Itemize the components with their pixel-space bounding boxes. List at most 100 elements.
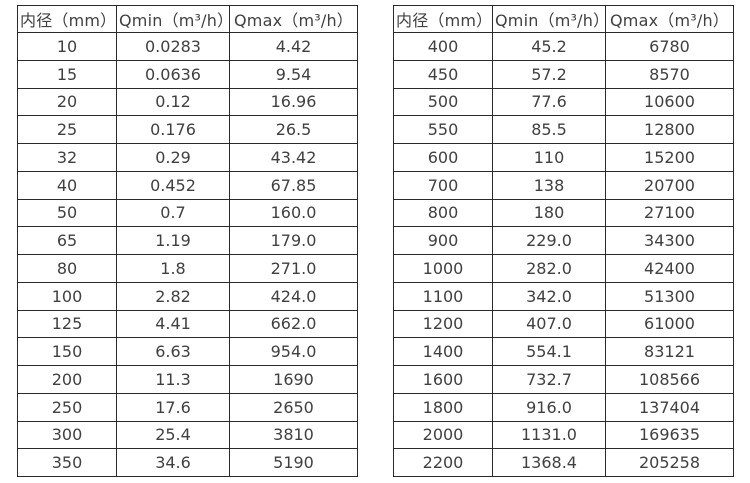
table-cell: 0.0283 <box>116 32 230 61</box>
table-cell: 407.0 <box>492 309 606 339</box>
table-cell: 10 <box>17 32 117 61</box>
table-cell: 137404 <box>605 392 734 422</box>
table-cell: 900 <box>393 226 493 255</box>
table-row: 250 17.6 2650 <box>17 392 358 422</box>
column-header: Qmax（m³/h） <box>605 5 734 33</box>
flow-spec-table-left: 内径（mm） Qmin（m³/h） Qmax（m³/h） 10 0.0283 4.42 1… <box>17 5 358 477</box>
table-row: 25 0.176 26.5 <box>17 115 358 144</box>
table-cell: 80 <box>17 254 117 283</box>
table-cell: 200 <box>17 365 117 394</box>
tables-container: 内径（mm） Qmin（m³/h） Qmax（m³/h） 10 0.0283 4.42 1… <box>17 5 734 477</box>
flow-spec-table-right: 内径（mm） Qmin（m³/h） Qmax（m³/h） 400 45.2 6780 45… <box>393 5 734 477</box>
table-cell: 51300 <box>605 281 734 311</box>
table-cell: 17.6 <box>116 392 230 422</box>
table-cell: 916.0 <box>492 392 606 422</box>
table-cell: 179.0 <box>229 226 358 255</box>
table-cell: 11.3 <box>116 365 230 394</box>
table-cell: 85.5 <box>492 115 606 144</box>
table-cell: 2650 <box>229 392 358 422</box>
table-cell: 5190 <box>229 448 358 477</box>
table-cell: 77.6 <box>492 87 606 117</box>
table-row: 2000 1131.0 169635 <box>393 420 734 450</box>
table-row: 2200 1368.4 205258 <box>393 448 734 477</box>
table-cell: 1368.4 <box>492 448 606 477</box>
table-row: 500 77.6 10600 <box>393 87 734 117</box>
table-cell: 180 <box>492 198 606 228</box>
table-row: 400 45.2 6780 <box>393 32 734 61</box>
table-cell: 10600 <box>605 87 734 117</box>
table-cell: 32 <box>17 143 117 172</box>
table-row: 1100 342.0 51300 <box>393 281 734 311</box>
table-cell: 110 <box>492 143 606 172</box>
table-cell: 0.452 <box>116 170 230 200</box>
table-cell: 57.2 <box>492 59 606 89</box>
table-cell: 0.0636 <box>116 59 230 89</box>
table-row: 450 57.2 8570 <box>393 59 734 89</box>
table-cell: 138 <box>492 170 606 200</box>
table-row: 80 1.8 271.0 <box>17 254 358 283</box>
table-cell: 16.96 <box>229 87 358 117</box>
table-cell: 26.5 <box>229 115 358 144</box>
table-cell: 34.6 <box>116 448 230 477</box>
table-cell: 0.176 <box>116 115 230 144</box>
table-cell: 954.0 <box>229 337 358 366</box>
table-row: 10 0.0283 4.42 <box>17 32 358 61</box>
table-cell: 100 <box>17 281 117 311</box>
table-row: 550 85.5 12800 <box>393 115 734 144</box>
table-cell: 6.63 <box>116 337 230 366</box>
table-body: 10 0.0283 4.42 15 0.0636 9.54 20 0.12 16.96 25 0.1… <box>17 32 358 477</box>
column-header: 内径（mm） <box>393 5 493 33</box>
table-cell: 34300 <box>605 226 734 255</box>
table-cell: 229.0 <box>492 226 606 255</box>
column-header: Qmin（m³/h） <box>492 5 606 33</box>
table-row: 100 2.82 424.0 <box>17 281 358 311</box>
table-cell: 125 <box>17 309 117 339</box>
column-header: Qmin（m³/h） <box>116 5 230 33</box>
table-cell: 554.1 <box>492 337 606 366</box>
table-cell: 42400 <box>605 254 734 283</box>
table-cell: 1131.0 <box>492 420 606 450</box>
table-cell: 83121 <box>605 337 734 366</box>
table-cell: 25 <box>17 115 117 144</box>
table-cell: 1800 <box>393 392 493 422</box>
table-cell: 0.7 <box>116 198 230 228</box>
table-cell: 271.0 <box>229 254 358 283</box>
table-cell: 350 <box>17 448 117 477</box>
column-header: Qmax（m³/h） <box>229 5 358 33</box>
table-cell: 20700 <box>605 170 734 200</box>
table-header-row: 内径（mm） Qmin（m³/h） Qmax（m³/h） <box>17 5 358 33</box>
table-header-row: 内径（mm） Qmin（m³/h） Qmax（m³/h） <box>393 5 734 33</box>
table-cell: 400 <box>393 32 493 61</box>
table-cell: 27100 <box>605 198 734 228</box>
table-cell: 1.8 <box>116 254 230 283</box>
table-cell: 1000 <box>393 254 493 283</box>
table-cell: 550 <box>393 115 493 144</box>
table-cell: 662.0 <box>229 309 358 339</box>
table-cell: 108566 <box>605 365 734 394</box>
table-cell: 800 <box>393 198 493 228</box>
table-cell: 2000 <box>393 420 493 450</box>
table-cell: 15200 <box>605 143 734 172</box>
table-row: 50 0.7 160.0 <box>17 198 358 228</box>
table-cell: 8570 <box>605 59 734 89</box>
table-cell: 15 <box>17 59 117 89</box>
table-cell: 282.0 <box>492 254 606 283</box>
table-cell: 0.29 <box>116 143 230 172</box>
table-cell: 250 <box>17 392 117 422</box>
table-cell: 1400 <box>393 337 493 366</box>
table-row: 65 1.19 179.0 <box>17 226 358 255</box>
table-cell: 160.0 <box>229 198 358 228</box>
table-cell: 342.0 <box>492 281 606 311</box>
table-row: 600 110 15200 <box>393 143 734 172</box>
table-row: 1400 554.1 83121 <box>393 337 734 366</box>
table-cell: 205258 <box>605 448 734 477</box>
table-cell: 169635 <box>605 420 734 450</box>
table-row: 200 11.3 1690 <box>17 365 358 394</box>
table-cell: 4.41 <box>116 309 230 339</box>
table-cell: 700 <box>393 170 493 200</box>
table-cell: 600 <box>393 143 493 172</box>
table-row: 150 6.63 954.0 <box>17 337 358 366</box>
table-row: 800 180 27100 <box>393 198 734 228</box>
table-cell: 500 <box>393 87 493 117</box>
